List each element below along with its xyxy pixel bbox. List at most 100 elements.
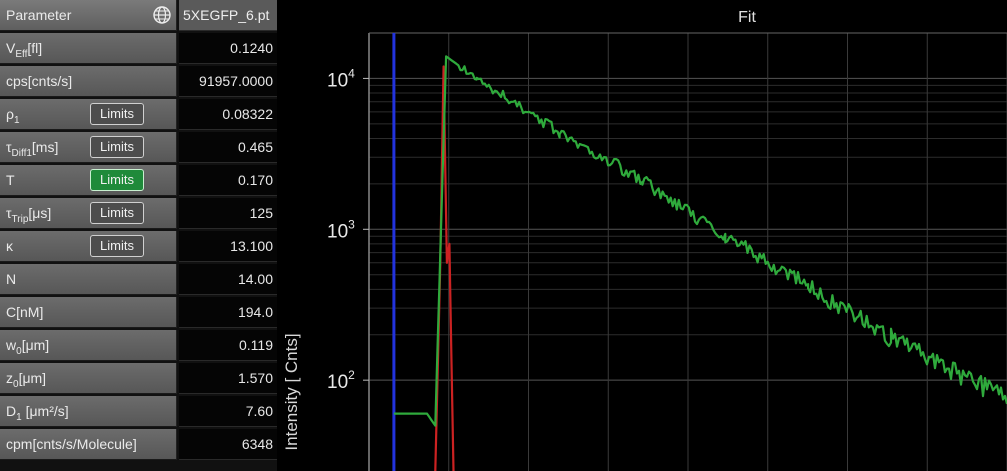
- table-row: D1 [μm²/s] 7.60: [0, 396, 277, 428]
- tick-exponent: 3: [348, 217, 355, 231]
- parameter-cell: ρ1 Limits: [0, 99, 177, 130]
- chart-title: Fit: [738, 9, 756, 26]
- fit-chart: Fit Intensity [ Cnts] 104103102: [277, 0, 1007, 471]
- y-axis-label: Intensity [ Cnts]: [282, 333, 301, 450]
- value-cell[interactable]: 0.1240: [179, 33, 277, 64]
- tick-base: 10: [327, 372, 348, 393]
- parameter-name: ρ1: [6, 106, 20, 126]
- parameter-cell: τDiff1[ms] Limits: [0, 132, 177, 163]
- parameter-cell: VEff[fl]: [0, 33, 177, 64]
- file-column-header[interactable]: 5XEGFP_6.pt: [179, 0, 277, 31]
- parameter-unit: [μm²/s]: [22, 403, 69, 419]
- tick-exponent: 4: [348, 66, 355, 80]
- value-cell[interactable]: 91957.0000: [179, 66, 277, 97]
- parameter-value: 13.100: [230, 238, 273, 254]
- value-cell[interactable]: 0.08322: [179, 99, 277, 130]
- value-cell[interactable]: 0.119: [179, 330, 277, 361]
- parameter-name: cpm[cnts/s/Molecule]: [6, 436, 137, 452]
- parameter-cell: cps[cnts/s]: [0, 66, 177, 97]
- parameter-value: 0.1240: [230, 40, 273, 56]
- parameter-header-label: Parameter: [6, 7, 71, 23]
- value-cell[interactable]: 14.00: [179, 264, 277, 295]
- parameter-cell: cpm[cnts/s/Molecule]: [0, 429, 177, 460]
- value-cell[interactable]: 0.465: [179, 132, 277, 163]
- table-row: τDiff1[ms] Limits 0.465: [0, 132, 277, 164]
- y-tick-label: 103: [327, 217, 355, 242]
- parameter-name: T: [6, 172, 15, 188]
- table-row: VEff[fl] 0.1240: [0, 33, 277, 65]
- parameter-cell: T Limits: [0, 165, 177, 196]
- value-cell[interactable]: 6348: [179, 429, 277, 460]
- parameter-name: cps[cnts/s]: [6, 73, 72, 89]
- parameter-unit: [ms]: [32, 139, 58, 155]
- parameter-unit: [μm]: [22, 337, 50, 353]
- globe-icon[interactable]: [152, 5, 172, 25]
- parameter-subscript: Diff1: [12, 148, 32, 159]
- parameter-cell: N: [0, 264, 177, 295]
- parameter-name: C[nM]: [6, 304, 43, 320]
- parameter-value: 0.170: [238, 172, 273, 188]
- tick-base: 10: [327, 70, 348, 91]
- parameter-unit: [fl]: [27, 40, 42, 56]
- parameter-name: κ: [6, 238, 13, 254]
- table-row: N 14.00: [0, 264, 277, 296]
- parameter-value: 0.119: [239, 337, 273, 353]
- limits-button[interactable]: Limits: [90, 202, 144, 224]
- parameter-cell: z0[μm]: [0, 363, 177, 394]
- parameter-table: Parameter 5XEGFP_6.pt VEff[fl] 0.1240 cps[…: [0, 0, 277, 471]
- limits-button[interactable]: Limits: [90, 136, 144, 158]
- limits-button[interactable]: Limits: [90, 103, 144, 125]
- parameter-name: τDiff1[ms]: [6, 139, 58, 159]
- plot-grid: [369, 33, 1007, 471]
- parameter-name: N: [6, 271, 16, 287]
- table-row: w0[μm] 0.119: [0, 330, 277, 362]
- y-tick-label: 104: [327, 66, 355, 91]
- file-name-label: 5XEGFP_6.pt: [183, 7, 269, 23]
- parameter-cell: D1 [μm²/s]: [0, 396, 177, 427]
- parameter-subscript: Eff: [15, 49, 27, 60]
- parameter-unit: [μm]: [19, 370, 47, 386]
- parameter-value: 125: [250, 205, 273, 221]
- parameter-subscript: 1: [14, 115, 20, 126]
- tick-exponent: 2: [348, 368, 355, 382]
- parameter-name: VEff[fl]: [6, 40, 42, 60]
- value-cell[interactable]: 7.60: [179, 396, 277, 427]
- parameter-cell: κ Limits: [0, 231, 177, 262]
- limits-button[interactable]: Limits: [90, 235, 144, 257]
- parameter-cell: w0[μm]: [0, 330, 177, 361]
- parameter-header: Parameter: [0, 0, 177, 31]
- table-row: cpm[cnts/s/Molecule] 6348: [0, 429, 277, 461]
- table-row: z0[μm] 1.570: [0, 363, 277, 395]
- table-row: cps[cnts/s] 91957.0000: [0, 66, 277, 98]
- parameter-name: D1 [μm²/s]: [6, 403, 69, 423]
- parameter-cell: τTrip[μs] Limits: [0, 198, 177, 229]
- table-header: Parameter 5XEGFP_6.pt: [0, 0, 277, 32]
- parameter-value: 194.0: [238, 304, 273, 320]
- parameter-value: 91957.0000: [199, 73, 273, 89]
- parameter-value: 6348: [242, 436, 273, 452]
- value-cell[interactable]: 125: [179, 198, 277, 229]
- parameter-subscript: Trip: [12, 214, 29, 225]
- tick-base: 10: [327, 221, 348, 242]
- table-row: C[nM] 194.0: [0, 297, 277, 329]
- table-row: κ Limits 13.100: [0, 231, 277, 263]
- series-layer: [394, 33, 1007, 471]
- value-cell[interactable]: 13.100: [179, 231, 277, 262]
- y-tick-label: 102: [327, 368, 355, 393]
- value-cell[interactable]: 0.170: [179, 165, 277, 196]
- parameter-value: 0.465: [238, 139, 273, 155]
- parameter-name: τTrip[μs]: [6, 205, 51, 225]
- parameter-value: 0.08322: [222, 106, 273, 122]
- parameter-unit: [μs]: [28, 205, 51, 221]
- value-cell[interactable]: 194.0: [179, 297, 277, 328]
- table-row: T Limits 0.170: [0, 165, 277, 197]
- y-tick-labels: 104103102: [327, 66, 369, 393]
- value-cell[interactable]: 1.570: [179, 363, 277, 394]
- parameter-name: z0[μm]: [6, 370, 46, 390]
- table-row: τTrip[μs] Limits 125: [0, 198, 277, 230]
- parameter-value: 7.60: [246, 403, 273, 419]
- parameter-value: 1.570: [238, 370, 273, 386]
- limits-button[interactable]: Limits: [90, 169, 144, 191]
- table-row: ρ1 Limits 0.08322: [0, 99, 277, 131]
- parameter-name: w0[μm]: [6, 337, 49, 357]
